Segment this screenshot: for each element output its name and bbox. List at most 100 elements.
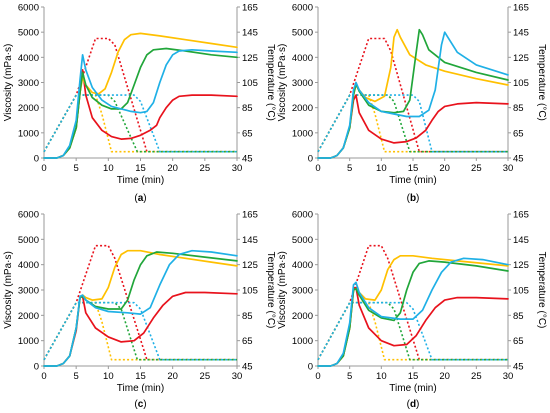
panel-label: (d) [407, 399, 420, 410]
y2-tick-label: 165 [242, 3, 258, 14]
y-tick-label: 0 [308, 362, 313, 373]
panel-label-open: ( [134, 399, 138, 410]
x-tick-label: 10 [103, 371, 114, 382]
y2-tick-label: 145 [242, 28, 258, 39]
chart-panel-d: 0 5 10 15 20 25 30 0 1000 2000 3000 4000 5000 6000 45 6… [277, 210, 547, 411]
temperature-series-line [43, 94, 237, 153]
y2-axis-title: Temperature (°C) [536, 252, 547, 329]
x-tick-label: 20 [167, 371, 178, 382]
y2-tick-label: 105 [242, 78, 258, 89]
y-tick-label: 2000 [292, 311, 313, 322]
y2-tick-label: 65 [513, 128, 524, 139]
temperature-series-line [43, 301, 237, 361]
x-tick-label: 30 [232, 371, 243, 382]
x-tick-label: 30 [503, 163, 514, 174]
y-tick-label: 5000 [292, 235, 313, 246]
y-tick-label: 1000 [292, 128, 313, 139]
y2-tick-label: 85 [242, 311, 253, 322]
temperature-series-line [43, 94, 237, 153]
panel-label-close: ) [416, 193, 419, 204]
x-tick-label: 25 [471, 371, 482, 382]
panel-label: (c) [134, 399, 146, 410]
x-axis-title: Time (min) [117, 383, 164, 394]
panel-label-open: ( [134, 193, 138, 204]
y2-tick-label: 45 [513, 362, 524, 373]
panel-label-letter: c [138, 399, 144, 410]
y-tick-label: 1000 [292, 336, 313, 347]
x-tick-label: 15 [408, 371, 419, 382]
viscosity-series-line [317, 260, 509, 367]
x-tick-label: 5 [74, 163, 79, 174]
panel-label-letter: d [410, 399, 416, 410]
panel-label: (a) [134, 193, 146, 204]
x-tick-label: 25 [200, 163, 211, 174]
x-tick-label: 20 [439, 163, 450, 174]
x-tick-label: 5 [74, 371, 79, 382]
y2-axis-title: Temperature (°C) [265, 252, 276, 329]
temperature-series-line [317, 301, 508, 361]
y-axis-title: Viscosity (mPa·s) [277, 251, 288, 329]
y-tick-label: 0 [34, 154, 39, 165]
y2-tick-label: 125 [513, 53, 529, 64]
y-axis-title: Viscosity (mPa·s) [3, 44, 14, 122]
viscosity-series-line [43, 48, 238, 159]
y-tick-label: 2000 [18, 103, 39, 114]
y-tick-label: 0 [34, 362, 39, 373]
panel-label-open: ( [407, 399, 411, 410]
viscosity-series-line [317, 94, 509, 159]
y-tick-label: 4000 [18, 260, 39, 271]
temperature-series-line [43, 301, 237, 361]
temperature-series-line [43, 301, 237, 361]
temperature-series-line [317, 301, 508, 361]
x-tick-label: 15 [135, 163, 146, 174]
y2-axis-title: Temperature (°C) [265, 44, 276, 121]
viscosity-series-line [317, 257, 509, 367]
chart-panel-b: 0 5 10 15 20 25 30 0 1000 2000 3000 4000 5000 6000 45 6… [277, 3, 547, 205]
x-tick-label: 0 [315, 371, 320, 382]
y2-tick-label: 145 [513, 235, 529, 246]
y2-tick-label: 105 [513, 78, 529, 89]
y2-tick-label: 85 [513, 311, 524, 322]
x-tick-label: 0 [315, 163, 320, 174]
viscosity-series-line [43, 47, 238, 159]
temperature-series-line [43, 94, 237, 153]
x-tick-label: 5 [347, 163, 352, 174]
y2-tick-label: 65 [513, 336, 524, 347]
y2-tick-label: 165 [513, 210, 529, 221]
temperature-series-line [317, 94, 508, 153]
panel-label-close: ) [143, 399, 146, 410]
y-tick-label: 4000 [292, 260, 313, 271]
y-tick-label: 6000 [292, 3, 313, 14]
y-tick-label: 6000 [18, 210, 39, 221]
viscosity-series-line [43, 69, 238, 159]
y2-tick-label: 85 [242, 103, 253, 114]
x-tick-label: 15 [135, 371, 146, 382]
x-tick-label: 0 [41, 163, 46, 174]
viscosity-series-line [317, 31, 509, 159]
x-tick-label: 30 [503, 371, 514, 382]
x-tick-label: 10 [103, 163, 114, 174]
y2-tick-label: 145 [513, 28, 529, 39]
x-tick-label: 10 [376, 163, 387, 174]
y-tick-label: 4000 [292, 53, 313, 64]
y-tick-label: 6000 [18, 3, 39, 14]
x-tick-label: 20 [167, 163, 178, 174]
y-tick-label: 1000 [18, 336, 39, 347]
y-tick-label: 5000 [292, 28, 313, 39]
y-tick-label: 1000 [18, 128, 39, 139]
viscosity-series-line [317, 286, 509, 367]
temperature-series-line [317, 94, 508, 153]
viscosity-series-line [43, 251, 238, 367]
panel-label-close: ) [143, 193, 146, 204]
y-tick-label: 6000 [292, 210, 313, 221]
y2-axis-title: Temperature (°C) [536, 44, 547, 121]
y2-tick-label: 45 [242, 154, 253, 165]
y2-tick-label: 125 [242, 260, 258, 271]
x-tick-label: 0 [41, 371, 46, 382]
temperature-series-line [317, 301, 508, 361]
y2-tick-label: 125 [242, 53, 258, 64]
x-axis-title: Time (min) [389, 175, 436, 186]
chart-panel-c: 0 5 10 15 20 25 30 0 1000 2000 3000 4000 5000 6000 45 6… [3, 210, 276, 411]
y2-tick-label: 165 [242, 210, 258, 221]
